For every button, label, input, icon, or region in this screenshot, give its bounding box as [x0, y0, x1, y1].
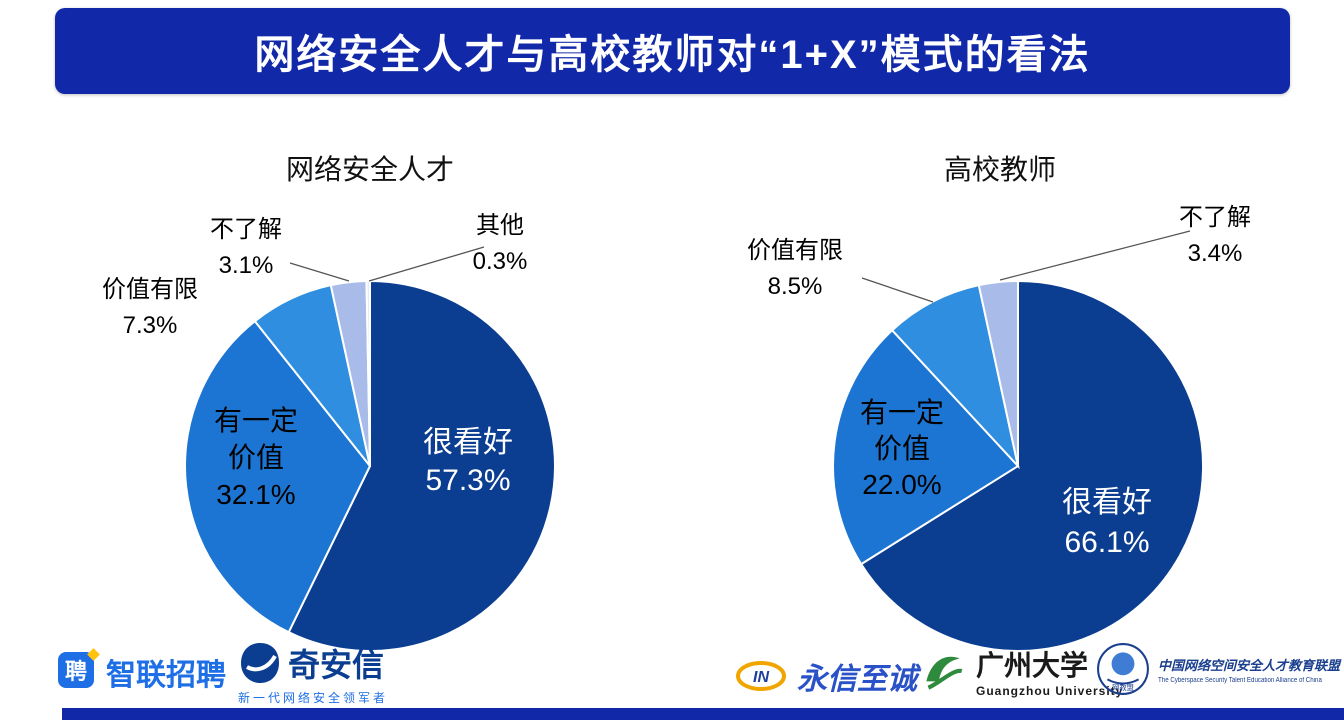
chart-title-university-teachers: 高校教师 — [943, 154, 1056, 185]
alliance-emblem-text: 网教盟 — [1112, 683, 1134, 692]
alliance-emblem-icon: 网教盟 — [1097, 643, 1149, 695]
pie-slice-0-0 — [287, 279, 556, 652]
pie-label-0-3: 不了解 3.1% — [210, 216, 282, 279]
logo-zhilian-zhaopin: 聘 智联招聘 — [58, 648, 226, 694]
logo-qianxin: 奇安信 新一代网络安全领军者 — [238, 640, 388, 706]
pie-label-1-0: 很看好 66.1% — [1062, 486, 1152, 559]
yongxin-logo-text: 永信至诚 — [797, 663, 917, 696]
pie-chart-cybersecurity-talent: 网络安全人才 很看好 57.3% 有一定价值 32.1% 价值有限 7.3% 不了解 3.1%… — [60, 130, 680, 685]
zhilian-logo-icon: 聘 — [58, 648, 100, 692]
pie-label-1-2: 价值有限 8.5% — [747, 237, 843, 300]
logo-yongxin-zhicheng: IN 永信至诚 — [735, 654, 917, 698]
gzhu-logo-subtext: Guangzhou University — [976, 684, 1124, 698]
qianxin-logo-text: 奇安信 — [288, 647, 385, 683]
alliance-logo-text: 中国网络空间安全人才教育联盟 — [1158, 657, 1341, 673]
bottom-accent-bar — [62, 708, 1344, 720]
page-title-banner: 网络安全人才与高校教师对“1+X”模式的看法 — [55, 8, 1290, 94]
pie-label-0-0: 很看好 57.3% — [423, 426, 513, 497]
alliance-logo-subtext: The Cyberspace Security Talent Education… — [1158, 676, 1322, 684]
qianxin-tagline: 新一代网络安全领军者 — [238, 691, 389, 705]
page-title: 网络安全人才与高校教师对“1+X”模式的看法 — [254, 33, 1091, 77]
qianxin-logo-icon — [241, 643, 279, 683]
pie-slice-1-3 — [977, 279, 1019, 467]
logo-cyberspace-alliance: 网教盟 中国网络空间安全人才教育联盟 The Cyberspace Securi… — [1096, 642, 1344, 696]
gzhu-logo-icon — [926, 656, 963, 690]
pie-leader-line-0-4 — [368, 246, 485, 282]
pie-label-0-4: 其他 0.3% — [473, 212, 528, 275]
yongxin-icon-text: IN — [753, 669, 769, 686]
pie-leader-line-0-3 — [289, 262, 350, 282]
pie-label-1-3: 不了解 3.4% — [1179, 204, 1251, 267]
chart-title-cybersecurity-talent: 网络安全人才 — [285, 154, 454, 185]
pie-label-1-1: 有一定价值 22.0% — [860, 397, 944, 500]
pie-chart-university-teachers: 高校教师 很看好 66.1% 有一定价值 22.0% 价值有限 8.5% 不了解 3.4% — [690, 130, 1310, 685]
pie-svg-university-teachers: 很看好 66.1% 有一定价值 22.0% 价值有限 8.5% 不了解 3.4% — [747, 204, 1251, 652]
yongxin-logo-icon: IN — [736, 661, 786, 691]
pie-slice-0-1 — [184, 319, 372, 634]
zhilian-logo-text: 智联招聘 — [106, 659, 226, 692]
gzhu-logo-text: 广州大学 — [976, 651, 1089, 682]
pie-slice-1-1 — [832, 328, 1020, 566]
zhilian-icon-char: 聘 — [64, 659, 87, 684]
logo-guangzhou-university: 广州大学 Guangzhou University — [918, 644, 1123, 698]
pie-leader-line-1-2 — [861, 277, 934, 303]
pie-slice-1-0 — [859, 279, 1205, 652]
pie-svg-cybersecurity-talent: 很看好 57.3% 有一定价值 32.1% 价值有限 7.3%不了解 3.1% 其他 0.3% — [102, 212, 556, 652]
pie-leader-line-1-3 — [999, 230, 1191, 281]
pie-label-0-1: 有一定价值 32.1% — [214, 405, 298, 510]
pie-label-0-2: 价值有限 7.3% — [102, 276, 198, 339]
